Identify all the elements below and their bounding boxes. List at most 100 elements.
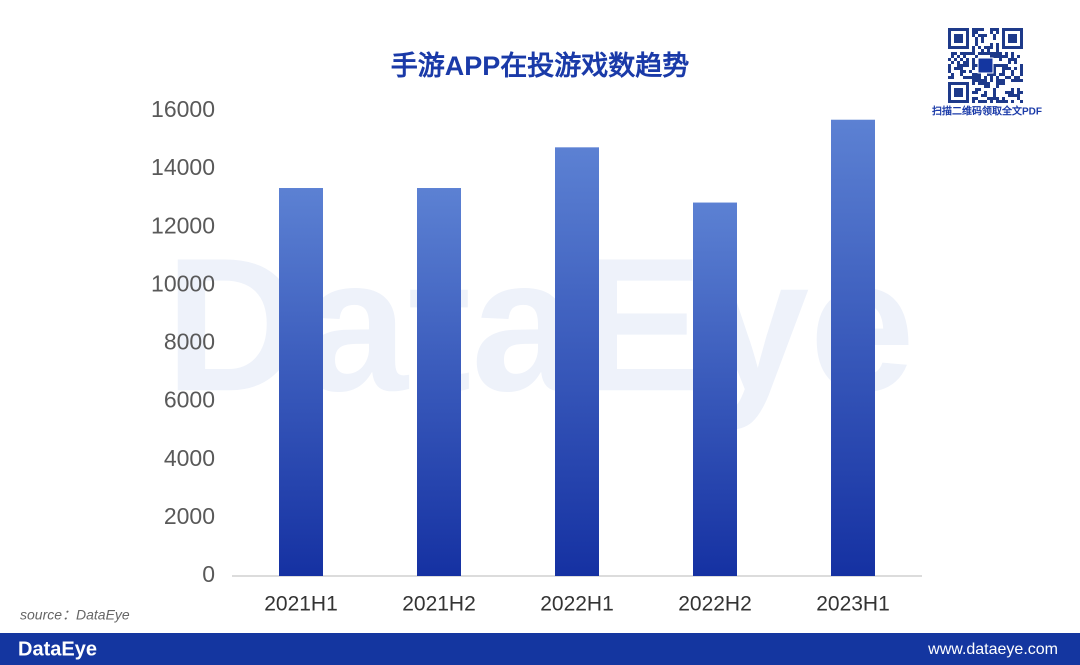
qr-cell [951,55,954,58]
qr-cell [984,46,987,49]
qr-cell [984,82,987,85]
qr-cell [975,55,978,58]
x-tick-label: 2023H1 [816,593,890,616]
qr-cell [951,73,954,76]
footer-url: www.dataeye.com [927,641,1058,658]
qr-cell [999,73,1002,76]
qr-cell [960,58,963,61]
qr-cell [1020,73,1023,76]
source-note: source：DataEye [20,607,130,623]
qr-cell [1002,82,1005,85]
qr-cell [993,97,996,100]
qr-cell [1017,91,1020,94]
chart-title: 手游APP在投游戏数趋势 [391,51,690,81]
qr-cell [993,37,996,40]
qr-cell [1017,94,1020,97]
qr-cell [999,100,1002,103]
y-tick-label: 2000 [164,503,215,529]
qr-cell [957,61,960,64]
qr-finder [1002,28,1023,49]
qr-cell [996,100,999,103]
qr-cell [984,85,987,88]
qr-cell [1008,76,1011,79]
qr-cell [975,64,978,67]
qr-cell [993,55,996,58]
qr-cell [993,52,996,55]
qr-cell [1011,55,1014,58]
qr-cell [1005,91,1008,94]
qr-cell [993,67,996,70]
watermark: DataEye [165,219,915,431]
qr-cell [948,76,951,79]
qr-cell [1005,76,1008,79]
qr-cell [1011,79,1014,82]
qr-cell [996,82,999,85]
qr-cell [981,28,984,31]
qr-cell [978,88,981,91]
qr-cell [990,28,993,31]
qr-cell [972,64,975,67]
qr-cell [987,82,990,85]
qr-cell [990,55,993,58]
qr-cell [1005,64,1008,67]
qr-cell [1020,79,1023,82]
qr-cell [996,49,999,52]
qr-cell [996,43,999,46]
qr-cell [1011,94,1014,97]
qr-cell [1002,55,1005,58]
qr-cell [996,46,999,49]
qr-cell [996,97,999,100]
qr-cell [999,58,1002,61]
qr-cell [978,76,981,79]
qr-cell [975,43,978,46]
qr-cell [981,100,984,103]
qr-cell [990,100,993,103]
qr-cell [957,64,960,67]
qr-cell [1008,91,1011,94]
x-tick-label: 2021H1 [264,593,338,616]
qr-cell [1014,94,1017,97]
qr-cell [1014,67,1017,70]
qr-finder [954,34,963,43]
qr-cell [1017,79,1020,82]
qr-cell [1017,97,1020,100]
qr-cell [972,28,975,31]
x-tick-label: 2022H1 [540,593,614,616]
qr-cell [984,34,987,37]
qr-cell [978,73,981,76]
qr-cell [957,55,960,58]
qr-cell [966,52,969,55]
qr-cell [1008,61,1011,64]
qr-cell [1011,58,1014,61]
qr-cell [957,67,960,70]
qr-cell [978,34,981,37]
qr-cell [975,73,978,76]
qr-cell [981,37,984,40]
y-tick-label: 0 [202,561,215,587]
qr-cell [990,73,993,76]
qr-cell [960,70,963,73]
qr-cell [948,58,951,61]
qr-cell [987,46,990,49]
footer-logo: DataEye [18,638,97,660]
qr-cell [975,37,978,40]
qr-cell [1008,94,1011,97]
x-tick-label: 2021H2 [402,593,476,616]
qr-cell [990,52,993,55]
qr-cell [972,34,975,37]
qr-cell [999,55,1002,58]
qr-cell [951,61,954,64]
bar [555,147,599,576]
qr-cell [996,55,999,58]
qr-cell [990,79,993,82]
qr-cell [963,61,966,64]
qr-cell [996,85,999,88]
qr-cell [975,40,978,43]
bar [417,188,461,576]
qr-cell [984,91,987,94]
qr-cell [972,97,975,100]
qr-cell [966,61,969,64]
qr-cell [963,64,966,67]
